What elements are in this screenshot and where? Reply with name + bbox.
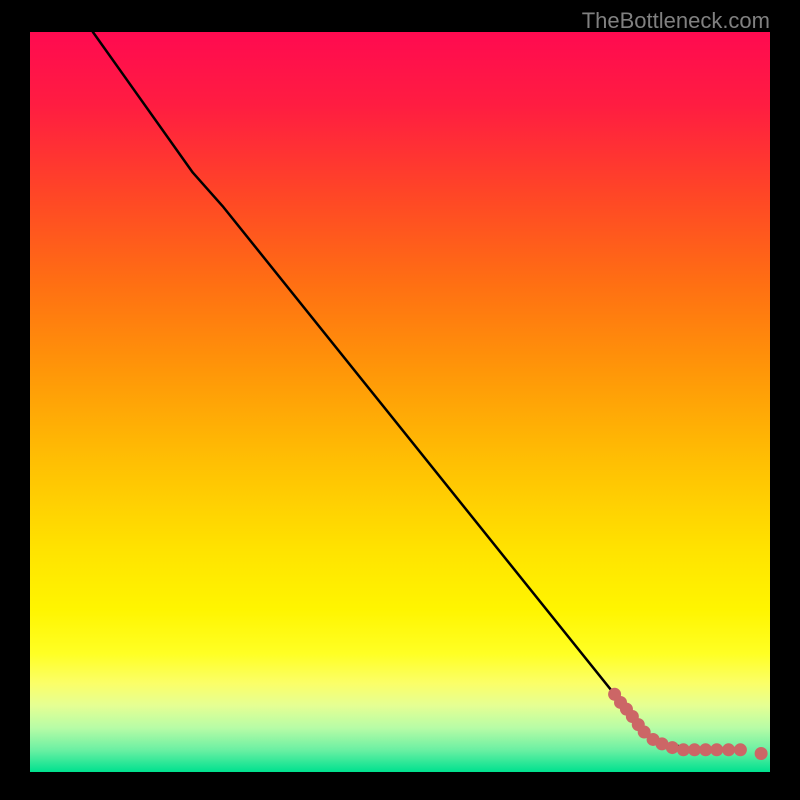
chart-marker — [755, 747, 768, 760]
chart-marker — [677, 743, 690, 756]
chart-plot-area — [30, 32, 770, 772]
chart-marker — [688, 743, 701, 756]
chart-marker — [734, 743, 747, 756]
chart-marker — [710, 743, 723, 756]
chart-marker — [666, 741, 679, 754]
watermark-text: TheBottleneck.com — [582, 8, 770, 34]
chart-curve — [93, 32, 744, 750]
chart-markers — [608, 688, 768, 760]
chart-svg — [30, 32, 770, 772]
chart-marker — [722, 743, 735, 756]
chart-marker — [699, 743, 712, 756]
